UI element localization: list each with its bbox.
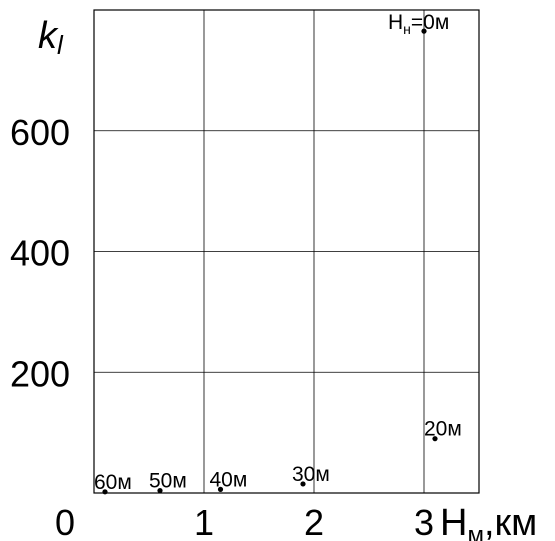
data-point <box>217 486 224 492</box>
x-tick-labels: 0 1 2 3 <box>55 502 434 541</box>
y-tick-labels: 200 400 600 <box>10 112 70 395</box>
data-point-label: 30м <box>292 463 330 486</box>
plot-frame <box>93 9 480 494</box>
x-tick-label: 2 <box>304 502 324 541</box>
data-point <box>421 28 427 34</box>
data-point <box>432 436 438 442</box>
data-point-label: 50м <box>149 470 187 493</box>
x-axis-label-unit: ,км <box>484 502 537 541</box>
x-tick-label: 3 <box>414 502 434 541</box>
data-point <box>157 487 163 494</box>
y-tick-label: 600 <box>10 112 70 153</box>
data-point-label: 40м <box>210 468 248 491</box>
data-point <box>300 481 306 487</box>
data-points: Hн=0м 20м 30м 40м 50м 60м <box>94 11 462 495</box>
y-tick-label: 400 <box>10 233 70 274</box>
y-axis-label-subscript: l <box>57 30 64 60</box>
y-tick-label: 200 <box>10 353 70 394</box>
y-axis-label: kl <box>38 15 64 60</box>
data-point <box>102 489 108 495</box>
x-tick-label: 1 <box>194 502 214 541</box>
x-tick-label: 0 <box>55 502 75 541</box>
grid <box>94 9 479 493</box>
data-point-label: Hн=0м <box>388 11 449 37</box>
data-point-label: 20м <box>424 418 462 441</box>
x-axis-label-subscript: м <box>467 522 484 541</box>
data-point-label: 60м <box>94 471 132 494</box>
x-axis-label: Hм,км <box>440 502 537 541</box>
